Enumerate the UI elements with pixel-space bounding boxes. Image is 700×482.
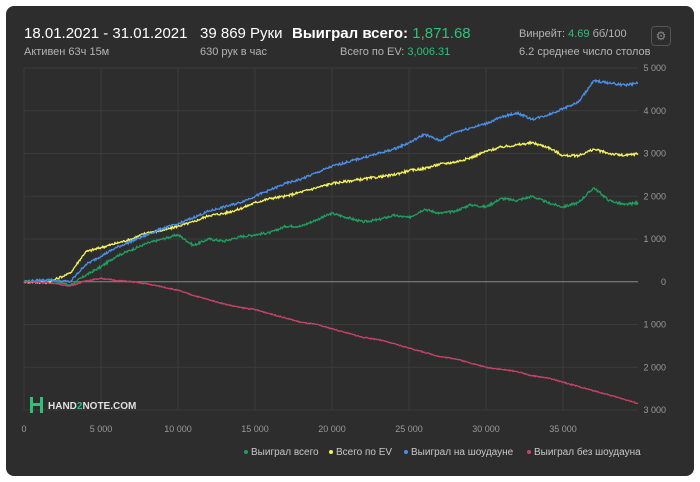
legend-label: Выиграл без шоудауна — [534, 446, 641, 458]
date-range: 18.01.2021 - 31.01.2021 — [24, 25, 188, 42]
legend-marker — [404, 450, 408, 454]
tables-avg: 6.2 среднее число столов — [519, 46, 651, 58]
y-tick-label: 1 000 — [643, 320, 666, 330]
logo-mark — [30, 403, 43, 406]
y-tick-label: 2 000 — [643, 362, 666, 372]
y-tick-label: 3 000 — [643, 149, 666, 159]
y-tick-label: 3 000 — [643, 405, 666, 415]
y-tick-label: 1 000 — [643, 234, 666, 244]
winrate-value: 4.69 — [568, 28, 590, 40]
active-time: Активен 63ч 15м — [24, 46, 110, 58]
winrate-unit: бб/100 — [592, 28, 627, 40]
won-label: Выиграл всего: — [292, 25, 409, 42]
stats-panel: 18.01.2021 - 31.01.2021 Активен 63ч 15м … — [6, 6, 694, 476]
legend-label: Всего по EV — [336, 447, 392, 458]
x-tick-label: 35 000 — [549, 424, 577, 434]
series-line-1 — [23, 186, 639, 286]
legend-marker — [244, 450, 248, 454]
ev-label: Всего по EV: — [340, 46, 405, 58]
ev-total: Всего по EV: 3,006.31 — [340, 46, 450, 58]
series-line-2 — [23, 140, 639, 285]
winrate: Винрейт: 4.69 бб/100 — [519, 28, 627, 40]
y-tick-label: 2 000 — [643, 191, 666, 201]
legend-marker — [329, 450, 333, 454]
won-value: 1,871.68 — [412, 25, 471, 42]
x-tick-label: 10 000 — [164, 424, 192, 434]
legend-label: Выиграл всего — [251, 447, 319, 458]
gear-icon[interactable]: ⚙ — [651, 26, 671, 46]
x-tick-label: 15 000 — [241, 424, 269, 434]
y-tick-label: 5 000 — [643, 63, 666, 73]
logo-text: HAND2NOTE.COM — [48, 401, 136, 412]
hands-count: 39 869 Руки — [200, 25, 283, 42]
won-total: Выиграл всего: 1,871.68 — [292, 25, 471, 42]
x-tick-label: 25 000 — [395, 424, 423, 434]
legend-marker — [527, 450, 531, 454]
winrate-label: Винрейт: — [519, 28, 566, 40]
series-line-3 — [23, 78, 639, 284]
x-tick-label: 20 000 — [318, 424, 346, 434]
x-tick-label: 5 000 — [90, 424, 113, 434]
y-tick-label: 0 — [661, 277, 666, 287]
legend-label: Выиграл на шоудауне — [411, 447, 514, 458]
ev-value: 3,006.31 — [407, 46, 451, 58]
hands-rate: 630 рук в час — [200, 46, 268, 58]
chart: 5 000 4 000 3 000 2 000 1 000 0 1 000 2 000 3 00… — [21, 63, 666, 458]
series-line-4 — [23, 277, 639, 405]
y-tick-label: 4 000 — [643, 106, 666, 116]
x-tick-label: 0 — [21, 424, 26, 434]
x-tick-label: 30 000 — [472, 424, 500, 434]
